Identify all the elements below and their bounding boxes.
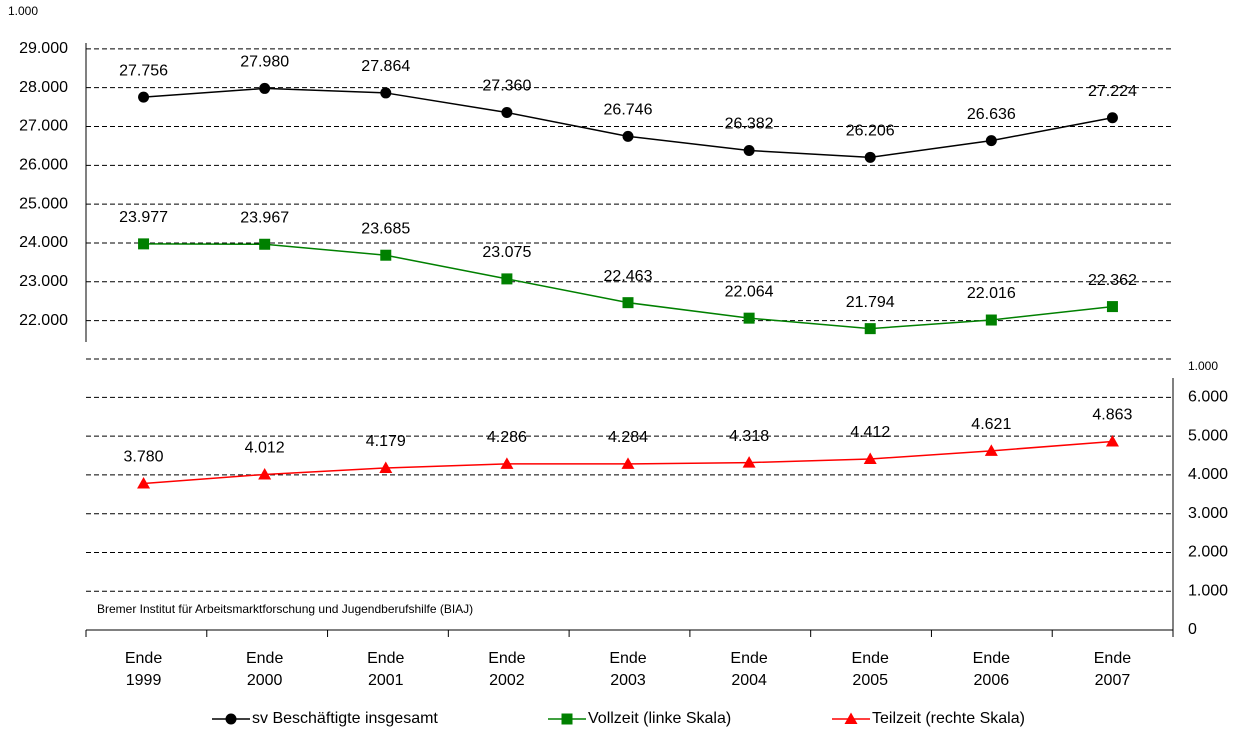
value-label: 4.621 <box>971 416 1011 433</box>
value-label: 4.286 <box>487 429 527 446</box>
marker <box>622 297 634 309</box>
value-label: 4.012 <box>245 440 285 457</box>
marker <box>1105 434 1119 447</box>
marker <box>1106 301 1118 313</box>
y-tick-label: 25.000 <box>19 195 68 212</box>
value-label: 27.224 <box>1088 83 1137 100</box>
marker <box>379 461 393 473</box>
value-label: 27.980 <box>240 54 289 71</box>
marker <box>621 457 635 469</box>
y-tick-label: 6.000 <box>1188 389 1228 406</box>
value-label: 27.756 <box>119 62 168 79</box>
marker <box>743 312 755 324</box>
x-tick-label: Ende 2001 <box>367 650 405 689</box>
marker <box>138 238 150 250</box>
marker <box>501 107 513 119</box>
value-label: 23.685 <box>361 220 410 237</box>
y-tick-label: 22.000 <box>19 312 68 329</box>
value-label: 3.780 <box>124 449 164 466</box>
value-label: 4.863 <box>1092 407 1132 424</box>
marker <box>864 151 876 163</box>
marker <box>622 130 634 142</box>
value-label: 21.794 <box>846 294 895 311</box>
value-label: 4.284 <box>608 429 648 446</box>
y-tick-label: 1.000 <box>1188 582 1228 599</box>
value-label: 26.636 <box>967 106 1016 123</box>
value-label: 26.382 <box>725 116 774 133</box>
y-tick-label: 28.000 <box>19 79 68 96</box>
marker <box>1106 112 1118 124</box>
value-label: 22.463 <box>604 268 653 285</box>
x-tick-label: Ende 2007 <box>1093 650 1132 689</box>
marker <box>863 452 877 464</box>
y-tick-label: 3.000 <box>1188 505 1228 522</box>
marker <box>258 467 272 480</box>
legend-marker <box>225 713 237 725</box>
x-tick-label: Ende 2004 <box>730 650 768 689</box>
source: Bremer Institut für Arbeitsmarktforschun… <box>97 602 473 616</box>
line <box>143 87 1113 159</box>
marker <box>380 87 392 99</box>
marker <box>743 144 755 156</box>
marker <box>984 444 998 456</box>
value-label: 23.967 <box>240 209 289 226</box>
value-label: 26.206 <box>846 123 895 140</box>
marker <box>985 135 997 147</box>
y-unit: 1.000 <box>8 4 38 18</box>
legend-marker <box>844 712 858 724</box>
value-label: 27.360 <box>482 78 531 95</box>
y-tick-label: 26.000 <box>19 157 68 174</box>
y-tick-label: 24.000 <box>19 234 68 251</box>
x-tick-label: Ende 1999 <box>124 650 163 689</box>
y-tick-label: 23.000 <box>19 273 68 290</box>
value-label: 22.016 <box>967 285 1016 302</box>
marker <box>500 457 514 469</box>
value-label: 26.746 <box>604 102 653 119</box>
y-tick-label: 27.000 <box>19 118 68 135</box>
legend-label: Vollzeit (linke Skala) <box>588 710 731 727</box>
y-tick-label: 29.000 <box>19 40 68 57</box>
x-tick-label: Ende 2005 <box>851 650 889 689</box>
value-label: 27.864 <box>361 58 410 75</box>
marker <box>864 323 876 335</box>
x-tick-label: Ende 2006 <box>972 650 1011 689</box>
marker <box>259 238 271 250</box>
y-tick-label: 4.000 <box>1188 466 1228 483</box>
legend-label: Teilzeit (rechte Skala) <box>872 710 1025 727</box>
marker <box>259 82 271 94</box>
legend-marker <box>561 713 573 725</box>
marker <box>138 91 150 103</box>
y-tick-label: 0 <box>1188 621 1197 638</box>
value-label: 4.318 <box>729 428 769 445</box>
value-label: 23.977 <box>119 209 168 226</box>
marker <box>380 249 392 261</box>
value-label: 22.362 <box>1088 272 1137 289</box>
y-tick-label: 5.000 <box>1188 427 1228 444</box>
marker <box>137 476 151 489</box>
value-label: 23.075 <box>482 244 531 261</box>
x-tick-label: Ende 2003 <box>609 650 647 689</box>
value-label: 22.064 <box>725 283 774 300</box>
marker <box>742 456 756 468</box>
x-tick-label: Ende 2000 <box>245 650 284 689</box>
marker <box>501 273 513 285</box>
value-label: 4.179 <box>366 433 406 450</box>
y-tick-label: 2.000 <box>1188 544 1228 561</box>
x-tick-label: Ende 2002 <box>488 650 526 689</box>
value-label: 4.412 <box>850 424 890 441</box>
y2-unit: 1.000 <box>1188 359 1218 373</box>
legend-label: sv Beschäftigte insgesamt <box>252 710 438 727</box>
marker <box>985 314 997 326</box>
